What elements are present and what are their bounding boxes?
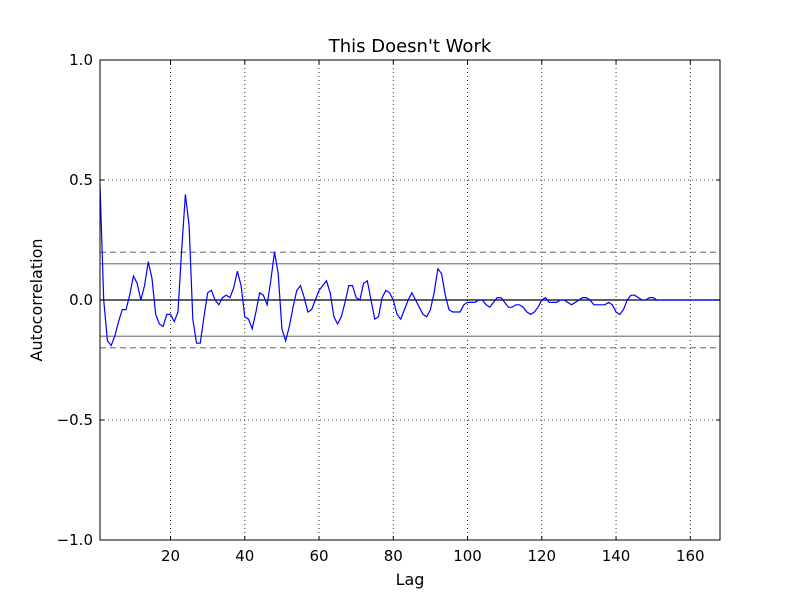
- series-line: [99, 184, 720, 347]
- y-tick-label: 1.0: [69, 51, 93, 69]
- x-tick-label: 140: [602, 547, 631, 565]
- x-tick-label: 120: [527, 547, 556, 565]
- x-axis-label: Lag: [396, 570, 425, 589]
- y-tick-label: −0.5: [57, 411, 93, 429]
- confidence-bands: [100, 251, 720, 349]
- x-tick-label: 60: [309, 547, 328, 565]
- y-tick-label: −1.0: [57, 531, 93, 549]
- x-tick-label: 80: [384, 547, 403, 565]
- axis-ticks: 20 40 60 80 100 120 140 160 −1.0 −0.5 0.0 0.5 1.0: [57, 51, 720, 565]
- y-tick-label: 0.5: [69, 171, 93, 189]
- x-tick-label: 160: [676, 547, 705, 565]
- y-axis-label: Autocorrelation: [27, 239, 46, 362]
- y-tick-label: 0.0: [69, 291, 93, 309]
- x-tick-label: 20: [161, 547, 180, 565]
- x-tick-label: 100: [453, 547, 482, 565]
- x-tick-label: 40: [235, 547, 254, 565]
- chart-title: This Doesn't Work: [328, 36, 492, 57]
